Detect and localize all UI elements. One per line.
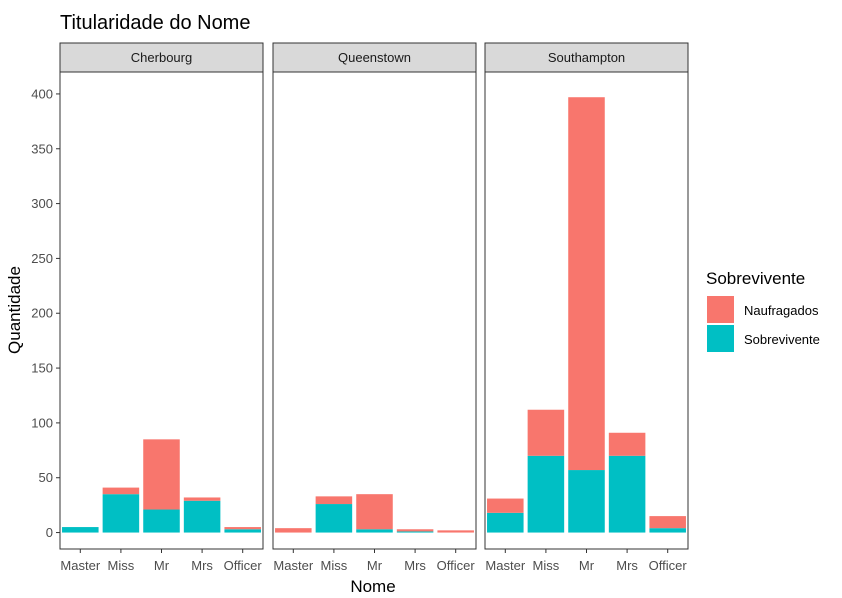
bar-cherbourg-mr-sobrevivente	[143, 509, 180, 533]
bar-southampton-officer-sobrevivente	[649, 528, 686, 533]
x-tick-label: Mrs	[616, 558, 638, 573]
chart-title: Titularidade do Nome	[60, 12, 250, 34]
x-tick-label: Miss	[533, 558, 560, 573]
x-tick-label: Mr	[579, 558, 595, 573]
bar-southampton-mrs-naufragados	[608, 432, 646, 456]
bar-cherbourg-miss-naufragados	[102, 487, 140, 495]
bar-southampton-mrs-sobrevivente	[608, 455, 646, 533]
bar-cherbourg-mrs-naufragados	[183, 497, 221, 501]
facet-panel-southampton: Southampton Master Miss Mr Mrs Officer	[484, 42, 689, 573]
facet-strip	[272, 42, 477, 73]
x-tick-label: Master	[60, 558, 100, 573]
y-tick-label: 400	[31, 86, 53, 101]
legend-swatch-naufragados	[707, 296, 734, 323]
y-tick-label: 200	[31, 306, 53, 321]
y-tick-label: 100	[31, 415, 53, 430]
legend-label-naufragados: Naufragados	[744, 303, 819, 318]
x-tick-label: Miss	[321, 558, 348, 573]
x-tick-label: Mrs	[191, 558, 213, 573]
bar-queenstown-miss-sobrevivente	[315, 504, 353, 533]
bar-queenstown-mrs-naufragados	[396, 529, 434, 532]
y-axis: 0 50 100 150 200 250 300 350 400	[31, 86, 60, 540]
facet-strip-label: Queenstown	[338, 50, 411, 65]
bar-cherbourg-mrs-sobrevivente	[183, 500, 221, 533]
facet-strip-label: Cherbourg	[131, 50, 192, 65]
bar-cherbourg-master-sobrevivente	[62, 527, 99, 533]
bar-cherbourg-miss-sobrevivente	[102, 494, 140, 533]
panel-border	[272, 71, 477, 550]
legend-swatch-sobrevivente	[707, 325, 734, 352]
x-tick-label: Officer	[224, 558, 263, 573]
panel-border	[59, 71, 264, 550]
y-axis-title: Quantidade	[5, 266, 24, 354]
x-tick-label: Officer	[437, 558, 476, 573]
bar-southampton-mr-naufragados	[568, 97, 605, 471]
bar-cherbourg-officer-sobrevivente	[224, 529, 261, 533]
x-tick-label: Officer	[649, 558, 688, 573]
bar-southampton-master-naufragados	[487, 498, 524, 513]
x-axis-title: Nome	[350, 577, 395, 596]
bar-queenstown-miss-naufragados	[315, 496, 353, 505]
facet-strip	[484, 42, 689, 73]
x-tick-label: Miss	[108, 558, 135, 573]
bar-southampton-mr-sobrevivente	[568, 470, 605, 533]
x-tick-label: Mrs	[404, 558, 426, 573]
bar-queenstown-mrs-sobrevivente	[396, 531, 434, 533]
y-tick-label: 250	[31, 251, 53, 266]
facet-strip	[59, 42, 264, 73]
facet-panel-queenstown: Queenstown Master Miss Mr Mrs Officer	[272, 42, 477, 573]
y-tick-label: 0	[46, 525, 53, 540]
y-tick-label: 300	[31, 196, 53, 211]
x-tick-label: Master	[485, 558, 525, 573]
legend-title: Sobrevivente	[706, 269, 805, 288]
legend-label-sobrevivente: Sobrevivente	[744, 332, 820, 347]
x-tick-label: Mr	[367, 558, 383, 573]
bar-queenstown-mr-naufragados	[356, 494, 393, 530]
y-tick-label: 150	[31, 361, 53, 376]
bar-queenstown-officer-naufragados	[437, 530, 474, 533]
x-tick-label: Master	[273, 558, 313, 573]
bar-queenstown-mr-sobrevivente	[356, 529, 393, 533]
facet-strip-label: Southampton	[548, 50, 625, 65]
y-tick-label: 350	[31, 141, 53, 156]
x-tick-label: Mr	[154, 558, 170, 573]
bar-southampton-officer-naufragados	[649, 516, 686, 529]
bar-southampton-miss-naufragados	[527, 409, 565, 456]
y-tick-label: 50	[39, 470, 53, 485]
bar-cherbourg-mr-naufragados	[143, 439, 180, 510]
bar-southampton-miss-sobrevivente	[527, 455, 565, 533]
panel-border	[484, 71, 689, 550]
bar-queenstown-master-naufragados	[275, 528, 312, 533]
bar-cherbourg-officer-naufragados	[224, 527, 261, 530]
legend: Sobrevivente Naufragados Sobrevivente	[706, 269, 820, 352]
bar-southampton-master-sobrevivente	[487, 512, 524, 533]
facet-panel-cherbourg: Cherbourg Master Miss Mr Mrs Officer	[59, 42, 264, 573]
